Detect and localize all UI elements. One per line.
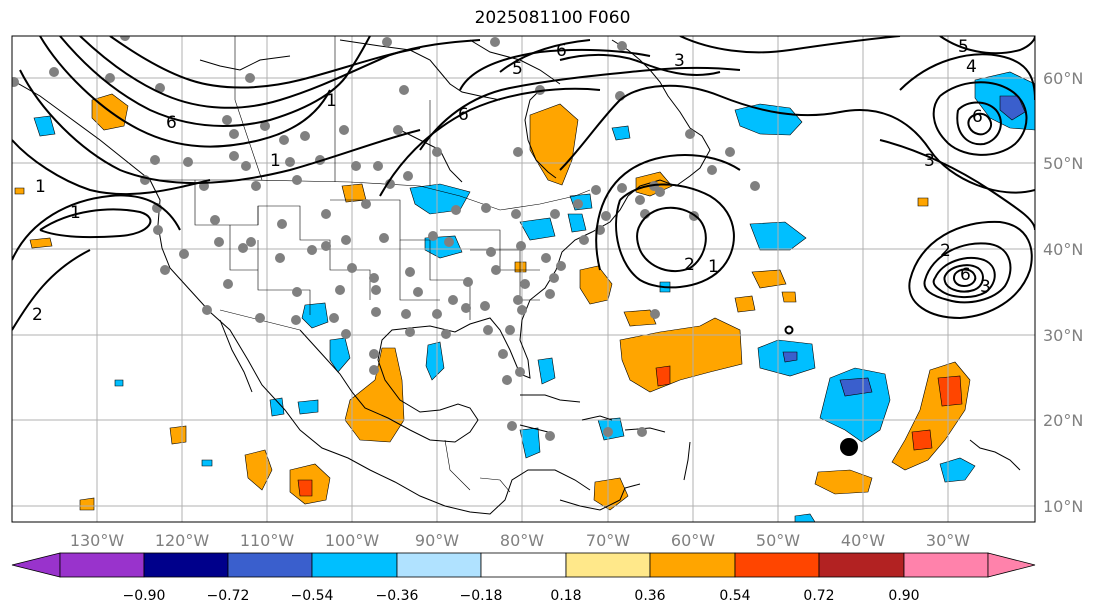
colorbar-bin (143, 552, 229, 578)
lon-label: 40°W (841, 531, 885, 550)
lat-label: 60°N (1043, 69, 1083, 88)
lon-label: 90°W (415, 531, 459, 550)
contour-label: 3 (674, 51, 685, 71)
colorbar-extend-low (11, 552, 61, 578)
lon-label: 70°W (586, 531, 630, 550)
colorbar-labels: −0.90 −0.72 −0.54 −0.36 −0.18 0.18 0.36 … (123, 588, 920, 604)
lon-label: 30°W (926, 531, 970, 550)
contour-label: 1 (70, 203, 81, 223)
colorbar-bin (480, 552, 567, 578)
station-markers (12, 36, 760, 441)
contour-label: 6 (960, 265, 971, 285)
colorbar-extend-high (987, 552, 1036, 578)
lat-label: 40°N (1043, 240, 1083, 259)
contour-label: 1 (708, 257, 719, 277)
lat-label: 10°N (1043, 497, 1083, 516)
contour-labels: 1 1 2 6 1 6 5 6 3 1 2 1 5 4 6 3 2 6 3 (32, 37, 991, 325)
colorbar-label: 0.72 (803, 588, 834, 604)
colorbar-label: −0.72 (207, 588, 250, 604)
contour-label: 1 (35, 177, 46, 197)
contour-label: 6 (972, 107, 983, 127)
colorbar-bin (227, 552, 313, 578)
colorbar-label: 0.18 (550, 588, 581, 604)
contour-label: 1 (326, 91, 337, 111)
latitude-labels: 60°N 50°N 40°N 30°N 20°N 10°N (1043, 69, 1083, 516)
colorbar-label: −0.36 (376, 588, 419, 604)
colorbar (11, 552, 1036, 578)
colorbar-label: −0.18 (460, 588, 503, 604)
contour-label: 1 (270, 151, 281, 171)
map-border (11, 35, 1036, 523)
contour-label: 4 (966, 57, 977, 77)
map-title: 2025081100 F060 (474, 8, 631, 28)
contour-label: 6 (166, 113, 177, 133)
negative-anomaly-shading (33, 71, 1035, 522)
lat-label: 30°N (1043, 326, 1083, 345)
colorbar-bin (396, 552, 482, 578)
colorbar-bin (59, 552, 145, 578)
lat-label: 50°N (1043, 154, 1083, 173)
longitude-labels: 130°W 120°W 110°W 100°W 90°W 80°W 70°W 6… (70, 531, 970, 550)
small-contour (784, 325, 794, 335)
contour-label: 2 (684, 255, 695, 275)
colorbar-bin (734, 552, 820, 578)
lon-label: 110°W (240, 531, 295, 550)
colorbar-label: 0.36 (634, 588, 665, 604)
lon-label: 130°W (70, 531, 125, 550)
colorbar-label: −0.54 (291, 588, 334, 604)
lat-lon-gridlines (12, 36, 1035, 522)
colorbar-label: −0.90 (123, 588, 166, 604)
colorbar-bin (818, 552, 905, 578)
map-area (12, 36, 1035, 522)
colorbar-label: 0.90 (888, 588, 919, 604)
contour-label: 5 (958, 37, 969, 57)
contour-label: 3 (980, 277, 991, 297)
colorbar-bin (311, 552, 398, 578)
lon-label: 100°W (325, 531, 380, 550)
contour-label: 6 (556, 41, 567, 61)
lon-label: 120°W (155, 531, 210, 550)
lon-label: 50°W (756, 531, 800, 550)
height-contours (12, 36, 1035, 331)
contour-label: 3 (924, 151, 935, 171)
contour-label: 5 (512, 59, 523, 79)
contour-label: 6 (458, 105, 469, 125)
lat-label: 20°N (1043, 411, 1083, 430)
contour-label: 2 (32, 305, 43, 325)
colorbar-bin (649, 552, 736, 578)
colorbar-label: 0.54 (719, 588, 750, 604)
storm-position-icon (840, 438, 858, 456)
lon-label: 80°W (500, 531, 544, 550)
colorbar-bin (903, 552, 989, 578)
lon-label: 60°W (671, 531, 715, 550)
coastlines (12, 39, 1021, 515)
contour-label: 2 (940, 241, 951, 261)
colorbar-bin (565, 552, 651, 578)
